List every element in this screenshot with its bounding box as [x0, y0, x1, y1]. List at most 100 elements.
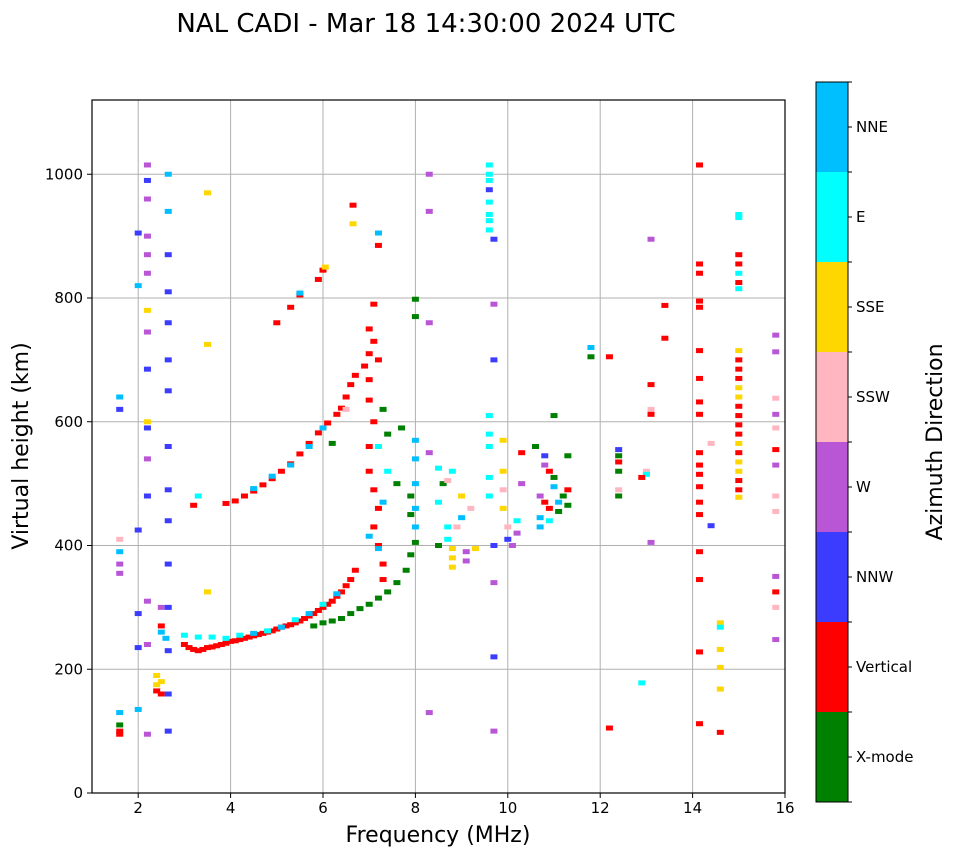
data-point-nne	[319, 425, 327, 431]
chart-title: NAL CADI - Mar 18 14:30:00 2024 UTC	[176, 9, 675, 39]
data-point-nnw	[490, 654, 498, 660]
data-point-ssw	[467, 505, 475, 511]
data-point-vertical	[696, 348, 704, 354]
data-point-vertical	[365, 397, 373, 403]
data-point-vertical	[254, 632, 262, 638]
data-point-e	[208, 634, 216, 640]
data-point-e	[485, 474, 493, 480]
data-point-vertical	[735, 280, 743, 286]
data-point-vertical	[370, 419, 378, 425]
data-point-vertical	[231, 638, 239, 644]
colorbar-segment-ssw	[816, 352, 848, 442]
data-point-nnw	[164, 561, 172, 567]
data-point-vertical	[696, 450, 704, 456]
data-point-vertical	[545, 468, 553, 474]
x-tick-label: 2	[133, 799, 143, 817]
data-point-vertical	[291, 620, 299, 626]
colorbar-tick-label: W	[856, 478, 871, 496]
data-point-nnw	[164, 289, 172, 295]
data-point-w	[425, 208, 433, 214]
data-point-vertical	[337, 405, 345, 411]
x-tick-label: 12	[591, 799, 610, 817]
data-point-w	[647, 539, 655, 545]
colorbar-frame	[815, 81, 849, 803]
data-point-vertical	[696, 375, 704, 381]
y-tick-label: 1000	[45, 165, 83, 183]
data-point-ssw	[772, 425, 780, 431]
data-point-vertical	[199, 646, 207, 652]
data-point-x-mode	[411, 314, 419, 320]
data-point-vertical	[696, 304, 704, 310]
y-tick-label: 800	[54, 289, 83, 307]
data-point-vertical	[349, 202, 357, 208]
data-point-w	[647, 236, 655, 242]
data-point-x-mode	[615, 493, 623, 499]
data-point-e	[180, 632, 188, 638]
data-point-nne	[411, 456, 419, 462]
data-point-x-mode	[374, 595, 382, 601]
data-point-vertical	[157, 623, 165, 629]
data-point-ssw	[615, 487, 623, 493]
data-point-x-mode	[555, 508, 563, 514]
data-point-vertical	[716, 729, 724, 735]
data-point-nne	[587, 345, 595, 350]
data-point-ssw	[772, 508, 780, 514]
data-point-ssw	[772, 604, 780, 610]
data-point-vertical	[342, 394, 350, 400]
data-point-ssw	[642, 468, 650, 474]
data-point-nnw	[143, 366, 151, 372]
data-point-nne	[536, 515, 544, 521]
data-point-w	[513, 530, 521, 536]
data-point-w	[157, 604, 165, 610]
colorbar-segment-vertical	[816, 622, 848, 712]
data-point-nnw	[134, 527, 142, 533]
data-point-sse	[716, 620, 724, 626]
colorbar-tick-label: SSW	[856, 388, 890, 406]
data-point-vertical	[333, 411, 341, 417]
data-point-nnw	[490, 357, 498, 363]
data-point-w	[425, 320, 433, 326]
data-point-vertical	[236, 637, 244, 643]
data-point-sse	[735, 468, 743, 474]
data-point-nne	[116, 549, 124, 555]
data-point-sse	[143, 419, 151, 425]
data-point-vertical	[696, 298, 704, 304]
data-point-sse	[499, 468, 507, 474]
data-point-x-mode	[439, 481, 447, 487]
data-point-e	[485, 444, 493, 449]
data-point-nne	[458, 515, 466, 521]
data-point-w	[116, 561, 124, 567]
data-point-vertical	[379, 577, 387, 583]
data-point-nne	[250, 486, 258, 492]
data-point-vertical	[370, 301, 378, 307]
data-point-x-mode	[615, 468, 623, 474]
data-point-ssw	[342, 406, 350, 412]
data-point-ssw	[647, 406, 655, 412]
y-axis-label: Virtual height (km)	[9, 342, 34, 549]
data-point-e	[444, 536, 452, 542]
data-point-vertical	[185, 645, 193, 651]
data-point-w	[143, 270, 151, 276]
data-point-vertical	[696, 512, 704, 518]
data-point-e	[485, 218, 493, 224]
colorbar-tick-label: Vertical	[856, 658, 912, 676]
data-point-w	[772, 573, 780, 579]
colorbar-tick-label: NNW	[856, 568, 893, 586]
data-point-e	[264, 628, 272, 634]
data-point-nnw	[490, 236, 498, 242]
data-point-vertical	[735, 487, 743, 493]
data-point-vertical	[319, 604, 327, 610]
data-point-x-mode	[328, 618, 336, 624]
data-point-vertical	[194, 648, 202, 654]
data-point-vertical	[268, 628, 276, 634]
data-point-vertical	[259, 630, 267, 636]
data-point-vertical	[310, 611, 318, 617]
data-point-sse	[458, 493, 466, 499]
data-point-vertical	[116, 728, 124, 734]
data-point-vertical	[518, 450, 526, 456]
data-point-vertical	[324, 601, 332, 607]
data-point-nne	[379, 499, 387, 505]
data-point-e	[444, 524, 452, 530]
data-point-vertical	[647, 411, 655, 417]
data-point-ssw	[116, 536, 124, 542]
